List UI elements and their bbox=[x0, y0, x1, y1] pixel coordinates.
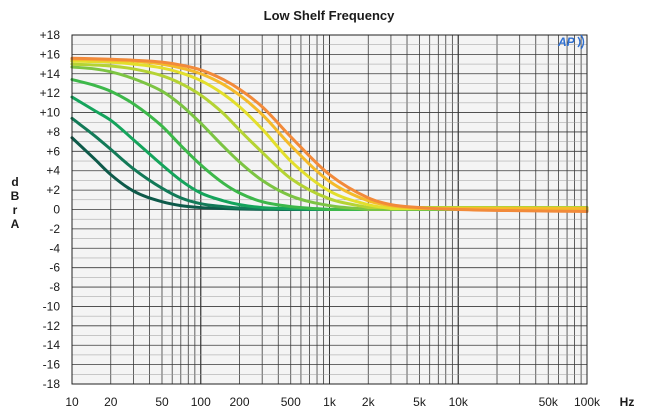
x-tick-labels: 10 20 50 100 200 500 1k 2k 5k 10k 50k 100k bbox=[65, 395, 601, 409]
y-axis-label-char: d bbox=[11, 175, 18, 189]
y-tick-label: +12 bbox=[40, 86, 61, 100]
y-tick-label: +16 bbox=[40, 47, 61, 61]
y-tick-label: +14 bbox=[40, 67, 61, 81]
series-line-2 bbox=[70, 116, 589, 211]
series-line-7 bbox=[70, 59, 589, 211]
y-tick-label: -18 bbox=[43, 377, 61, 391]
x-tick-label: 100k bbox=[574, 395, 601, 409]
y-axis-label-char: r bbox=[13, 203, 18, 217]
y-tick-label: 0 bbox=[53, 203, 60, 217]
x-tick-label: 500 bbox=[281, 395, 301, 409]
x-tick-label: 50k bbox=[539, 395, 559, 409]
x-tick-label: 1k bbox=[323, 395, 337, 409]
series-line-3 bbox=[70, 95, 589, 211]
y-tick-label: -8 bbox=[49, 280, 60, 294]
y-tick-label: +18 bbox=[40, 28, 61, 42]
x-tick-label: 2k bbox=[362, 395, 376, 409]
y-tick-label: +8 bbox=[46, 125, 60, 139]
x-tick-label: 100 bbox=[191, 395, 211, 409]
y-tick-label: -6 bbox=[49, 261, 60, 275]
y-tick-label: +10 bbox=[40, 106, 61, 120]
x-tick-label: 5k bbox=[413, 395, 427, 409]
x-tick-label: 200 bbox=[229, 395, 249, 409]
plot-frame bbox=[71, 34, 588, 385]
y-tick-label: -16 bbox=[43, 358, 61, 372]
x-axis-label: Hz bbox=[620, 395, 635, 409]
grid bbox=[71, 34, 588, 385]
y-tick-label: -4 bbox=[49, 241, 60, 255]
x-tick-label: 10k bbox=[449, 395, 469, 409]
x-tick-label: 10 bbox=[65, 395, 79, 409]
y-tick-label: +6 bbox=[46, 144, 60, 158]
y-tick-label: -12 bbox=[43, 319, 61, 333]
y-axis-label-char: B bbox=[11, 189, 20, 203]
chart-title: Low Shelf Frequency bbox=[264, 8, 396, 23]
x-tick-label: 50 bbox=[155, 395, 169, 409]
series-line-6 bbox=[70, 62, 589, 210]
series-line-9 bbox=[70, 56, 589, 213]
y-tick-label: +2 bbox=[46, 183, 60, 197]
ap-logo-icon: AP bbox=[557, 34, 585, 50]
series-layer bbox=[70, 56, 589, 213]
y-tick-label: +4 bbox=[46, 164, 60, 178]
series-line-4 bbox=[70, 78, 589, 211]
y-axis-label-char: A bbox=[11, 217, 20, 231]
svg-text:AP: AP bbox=[557, 35, 576, 49]
y-tick-label: -2 bbox=[49, 222, 60, 236]
x-tick-label: 20 bbox=[104, 395, 118, 409]
series-line-5 bbox=[70, 65, 589, 211]
y-tick-labels: +18 +16 +14 +12 +10 +8 +6 +4 +2 0 -2 -4 -6 -8 -10 -12 -1… bbox=[40, 28, 61, 391]
y-tick-label: -14 bbox=[43, 338, 61, 352]
y-tick-label: -10 bbox=[43, 299, 61, 313]
